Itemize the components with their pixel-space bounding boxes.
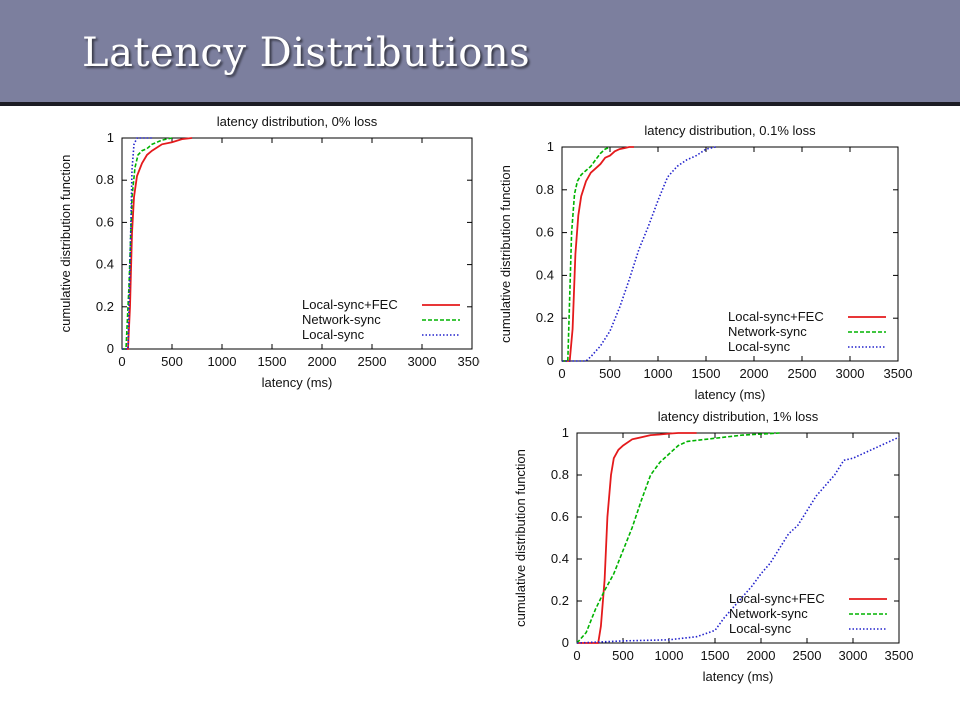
x-tick-label: 3000 xyxy=(839,648,868,663)
x-tick-label: 1500 xyxy=(258,354,287,369)
y-tick-label: 0.4 xyxy=(551,551,569,566)
y-tick-label: 0.6 xyxy=(536,225,554,240)
legend-label: Local-sync xyxy=(302,327,365,342)
x-tick-label: 500 xyxy=(599,366,621,381)
x-axis-label: latency (ms) xyxy=(703,669,774,684)
y-tick-label: 0.6 xyxy=(551,509,569,524)
plot-frame xyxy=(121,137,473,350)
slide-title: Latency Distributions xyxy=(82,30,531,76)
legend-label: Network-sync xyxy=(729,606,808,621)
series-line-local-sync-fec xyxy=(577,432,697,644)
y-axis-label: cumulative distribution function xyxy=(58,155,73,333)
chart-title: latency distribution, 0.1% loss xyxy=(644,123,816,138)
plot-frame xyxy=(561,146,899,362)
x-tick-label: 500 xyxy=(612,648,634,663)
x-tick-label: 2000 xyxy=(740,366,769,381)
chart-0-1-loss: latency distribution, 0.1% loss 0 500 1000 1… xyxy=(498,123,913,402)
legend-label: Network-sync xyxy=(728,324,807,339)
x-tick-label: 2500 xyxy=(788,366,817,381)
x-tick-label: 0 xyxy=(573,648,580,663)
y-tick-label: 0.2 xyxy=(96,299,114,314)
x-tick-label: 1000 xyxy=(644,366,673,381)
title-bar xyxy=(0,0,960,102)
series-line-local-sync-fec xyxy=(562,146,634,362)
y-tick-label: 0 xyxy=(562,635,569,650)
x-tick-label: 3500 xyxy=(458,354,480,369)
x-tick-label: 1500 xyxy=(692,366,721,381)
y-axis-label: cumulative distribution function xyxy=(513,449,528,627)
legend-label: Local-sync+FEC xyxy=(728,309,824,324)
legend-label: Local-sync+FEC xyxy=(729,591,825,606)
y-tick-label: 0.8 xyxy=(96,172,114,187)
legend-label: Local-sync xyxy=(729,621,792,636)
x-tick-label: 1000 xyxy=(208,354,237,369)
y-tick-label: 0.8 xyxy=(551,467,569,482)
y-tick-label: 1 xyxy=(562,425,569,440)
series-line-local-sync-fec xyxy=(122,137,193,350)
series-line-local-sync xyxy=(122,137,152,350)
y-tick-label: 0.2 xyxy=(551,593,569,608)
x-tick-label: 2500 xyxy=(793,648,822,663)
plot-frame xyxy=(576,432,900,644)
chart-1-loss: latency distribution, 1% loss 0 500 1000 150… xyxy=(513,409,914,684)
chart-title: latency distribution, 1% loss xyxy=(658,409,819,424)
chart-0-loss: latency distribution, 0% loss 0 500 1000 150… xyxy=(58,114,480,390)
x-tick-label: 1500 xyxy=(701,648,730,663)
y-axis-label: cumulative distribution function xyxy=(498,165,513,343)
legend-label: Network-sync xyxy=(302,312,381,327)
series-line-local-sync xyxy=(562,146,716,362)
x-tick-label: 0 xyxy=(118,354,125,369)
x-tick-label: 3000 xyxy=(408,354,437,369)
x-tick-label: 3000 xyxy=(836,366,865,381)
x-axis-label: latency (ms) xyxy=(695,387,766,402)
x-tick-label: 3500 xyxy=(884,366,913,381)
legend-label: Local-sync+FEC xyxy=(302,297,398,312)
x-tick-label: 0 xyxy=(558,366,565,381)
x-tick-label: 2000 xyxy=(747,648,776,663)
y-tick-label: 0.8 xyxy=(536,182,554,197)
y-tick-label: 1 xyxy=(107,130,114,145)
series-line-network-sync xyxy=(562,146,611,362)
x-tick-label: 3500 xyxy=(885,648,914,663)
y-tick-label: 0 xyxy=(107,341,114,356)
x-tick-label: 2000 xyxy=(308,354,337,369)
x-tick-label: 500 xyxy=(161,354,183,369)
y-tick-label: 1 xyxy=(547,139,554,154)
x-tick-label: 2500 xyxy=(358,354,387,369)
title-divider xyxy=(0,102,960,106)
chart-title: latency distribution, 0% loss xyxy=(217,114,378,129)
series-line-network-sync xyxy=(122,137,173,350)
y-tick-label: 0.4 xyxy=(536,267,554,282)
x-tick-label: 1000 xyxy=(655,648,684,663)
y-tick-label: 0 xyxy=(547,353,554,368)
x-axis-label: latency (ms) xyxy=(262,375,333,390)
legend-label: Local-sync xyxy=(728,339,791,354)
series-line-network-sync xyxy=(576,432,780,644)
y-tick-label: 0.2 xyxy=(536,310,554,325)
y-tick-label: 0.6 xyxy=(96,214,114,229)
y-tick-label: 0.4 xyxy=(96,257,114,272)
